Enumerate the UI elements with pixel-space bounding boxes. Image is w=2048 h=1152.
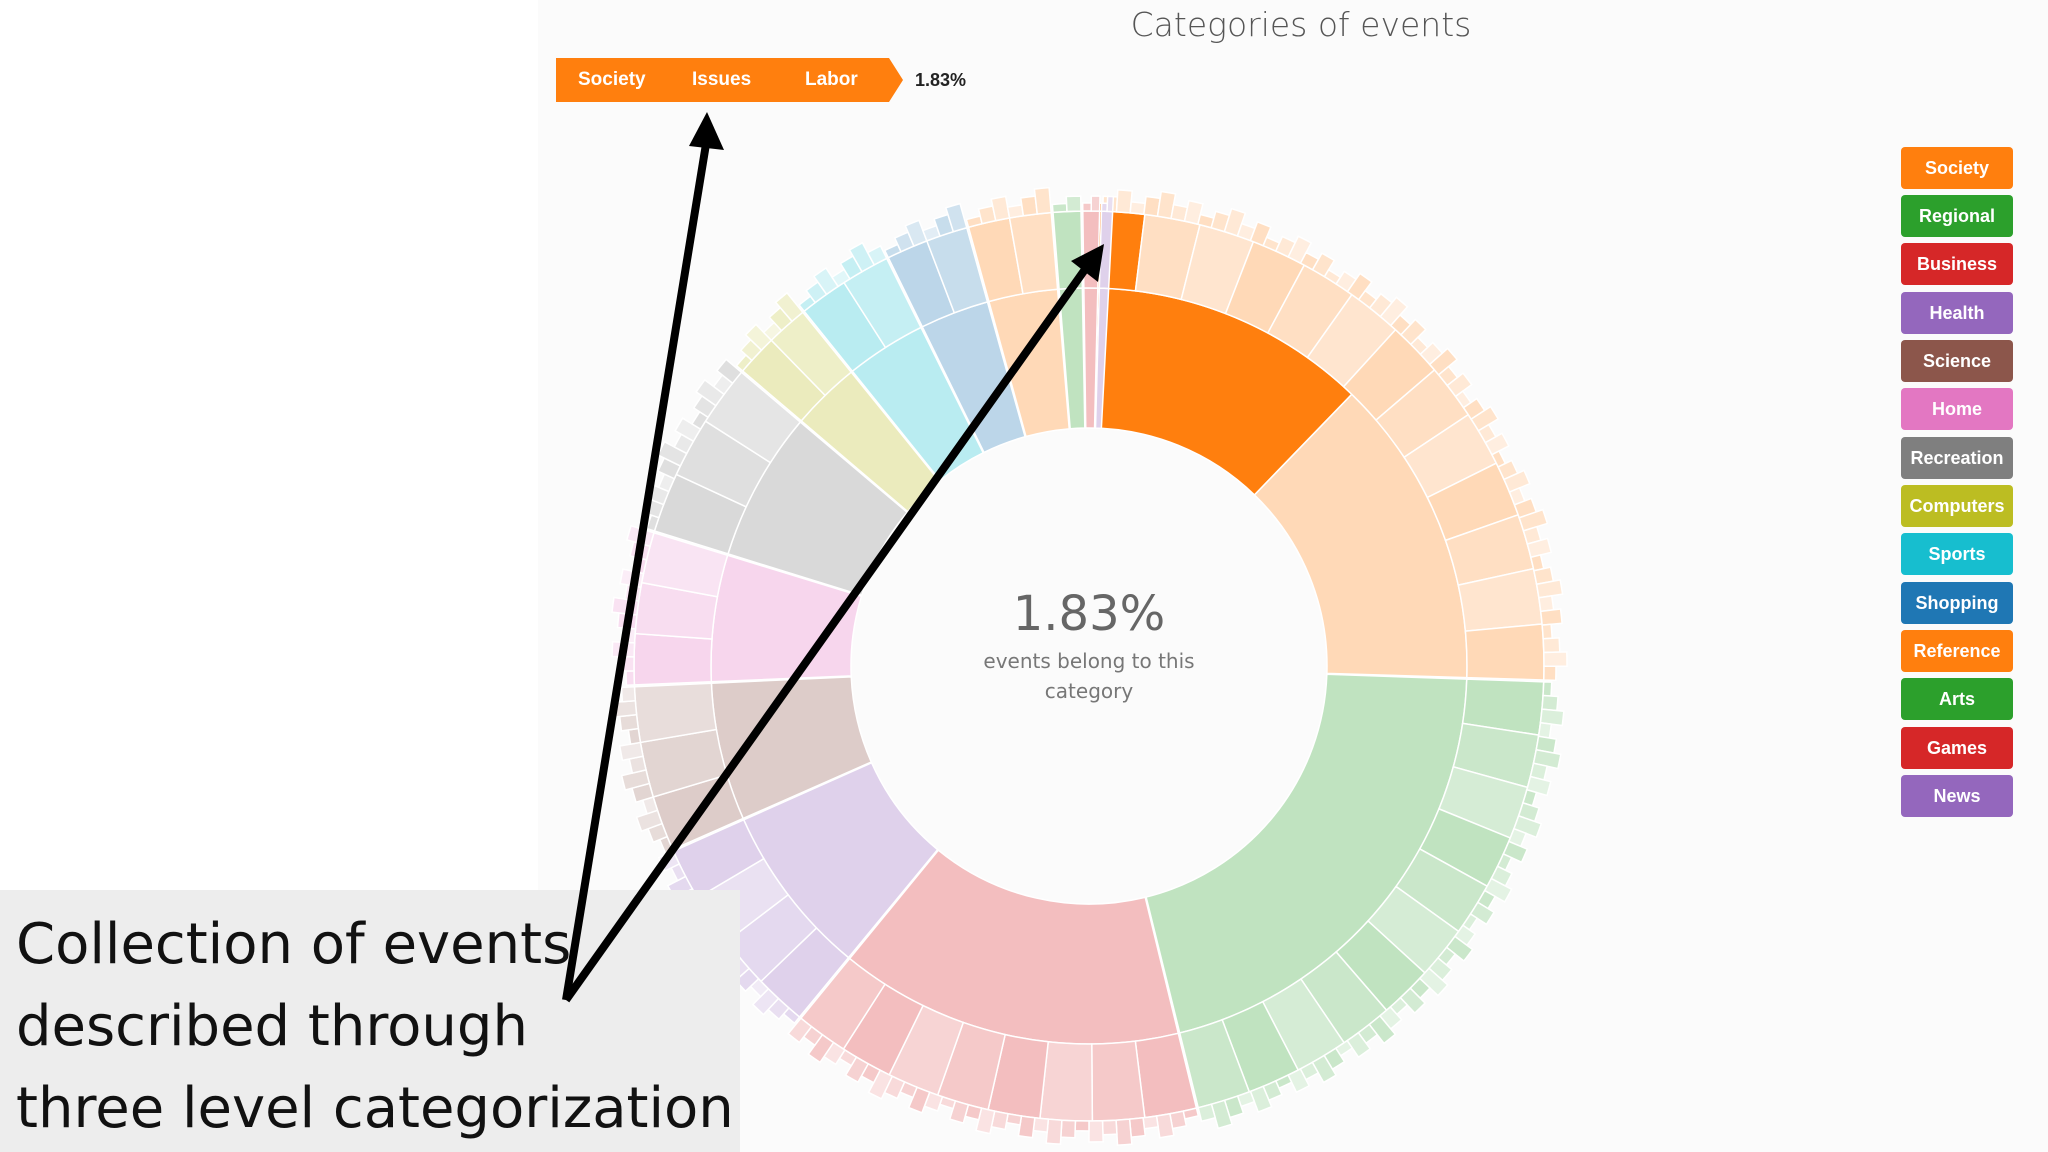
arc-science-l3[interactable]	[610, 699, 638, 719]
arc-home-l3[interactable]	[622, 627, 637, 644]
arc-regional-l3[interactable]	[1541, 694, 1559, 712]
breadcrumb-society[interactable]: Society	[556, 58, 686, 102]
center-caption: events belong to this category	[983, 649, 1195, 703]
arc-home-l3[interactable]	[625, 670, 636, 687]
arc-business-l3[interactable]	[1101, 1119, 1118, 1136]
annotation-text: Collection of events described through t…	[16, 904, 736, 1150]
chart-title: Categories of events	[1130, 5, 1472, 44]
arc-games-l3[interactable]	[1090, 195, 1101, 212]
arc-society-l2[interactable]	[1464, 623, 1545, 681]
breadcrumb-issues[interactable]: Issues	[670, 58, 798, 102]
legend-item-society[interactable]: Society	[1901, 147, 2013, 189]
arc-reference-l3[interactable]	[1019, 195, 1039, 217]
arc-business-l2[interactable]	[1091, 1040, 1146, 1122]
arc-business-l2[interactable]	[1039, 1040, 1094, 1122]
legend-label: Business	[1916, 254, 1998, 274]
arc-society-l3[interactable]	[1543, 665, 1557, 682]
arc-home-l2[interactable]	[633, 632, 713, 686]
legend-label: Sports	[1928, 544, 1986, 564]
legend-label: Home	[1931, 399, 1982, 419]
arc-society-l3[interactable]	[1541, 623, 1553, 640]
breadcrumb-percentage: 1.83%	[915, 70, 967, 90]
legend-item-shopping[interactable]: Shopping	[1901, 582, 2013, 624]
arc-business-l3[interactable]	[1074, 1120, 1090, 1132]
legend-label: Regional	[1918, 206, 1995, 226]
annotation-line-3: three level categorization	[16, 1076, 734, 1141]
annotation-line-2: described through	[16, 994, 528, 1059]
legend-label: Arts	[1938, 689, 1975, 709]
arc-sports-l3[interactable]	[866, 244, 888, 266]
arc-arts-l3[interactable]	[1065, 195, 1082, 213]
arc-regional-l3[interactable]	[1542, 681, 1553, 697]
arc-business-l3[interactable]	[1128, 1116, 1147, 1138]
legend-item-recreation[interactable]: Recreation	[1901, 437, 2013, 479]
legend-label: Computers	[1909, 496, 2005, 516]
legend-item-games[interactable]: Games	[1901, 727, 2013, 769]
arc-business-l3[interactable]	[1060, 1119, 1077, 1139]
legend-item-arts[interactable]: Arts	[1901, 678, 2013, 720]
arc-society-l3[interactable]	[1538, 594, 1555, 613]
arc-business-l3[interactable]	[1032, 1116, 1050, 1133]
legend-label: News	[1933, 786, 1981, 806]
legend-item-science[interactable]: Science	[1901, 340, 2013, 382]
annotation-line-1: Collection of events	[16, 912, 572, 977]
arc-society-l3[interactable]	[1542, 637, 1561, 654]
arc-arts-l2[interactable]	[1052, 210, 1084, 290]
arc-home-l3[interactable]	[611, 640, 636, 658]
arc-business-l3[interactable]	[787, 1017, 813, 1044]
arc-business-l3[interactable]	[1155, 1112, 1175, 1139]
arc-reference-l3[interactable]	[1006, 204, 1025, 219]
arc-business-l3[interactable]	[1115, 1118, 1133, 1146]
arc-science-l3[interactable]	[618, 713, 640, 732]
arc-business-l3[interactable]	[1088, 1120, 1104, 1143]
center-percentage: 1.83%	[1012, 586, 1166, 642]
legend-label: Games	[1926, 738, 1988, 758]
legend-item-home[interactable]: Home	[1901, 388, 2013, 430]
legend-label: Reference	[1913, 641, 2001, 661]
arc-business-l3[interactable]	[1142, 1115, 1160, 1130]
legend-label: Science	[1922, 351, 1992, 371]
arc-science-l3[interactable]	[620, 685, 637, 703]
arc-home-l3[interactable]	[618, 655, 635, 672]
legend-item-reference[interactable]: Reference	[1901, 630, 2013, 672]
legend-label: Society	[1924, 158, 1990, 178]
arc-science-l3[interactable]	[627, 727, 642, 745]
legend-label: Recreation	[1910, 448, 2004, 468]
arc-regional-l3[interactable]	[1537, 721, 1553, 739]
arc-society-l3[interactable]	[1543, 651, 1568, 668]
legend-label: Health	[1929, 303, 1985, 323]
arc-regional-l3[interactable]	[1197, 1103, 1217, 1123]
legend-item-sports[interactable]: Sports	[1901, 533, 2013, 575]
arc-arts-l3[interactable]	[1051, 202, 1068, 214]
breadcrumb-labor[interactable]: Labor	[783, 58, 903, 102]
arc-society-l3[interactable]	[1129, 201, 1147, 216]
arc-games-l2[interactable]	[1082, 210, 1101, 289]
arc-shopping-l3[interactable]	[944, 202, 968, 233]
legend-item-regional[interactable]: Regional	[1901, 195, 2013, 237]
legend-label: Shopping	[1915, 593, 1999, 613]
arc-reference-l3[interactable]	[1033, 186, 1052, 215]
arc-games-l3[interactable]	[1081, 202, 1093, 212]
legend-item-news[interactable]: News	[1901, 775, 2013, 817]
legend-item-business[interactable]: Business	[1901, 243, 2013, 285]
arc-news-l3[interactable]	[1106, 195, 1115, 213]
legend-item-computers[interactable]: Computers	[1901, 485, 2013, 527]
arc-business-l3[interactable]	[1005, 1112, 1023, 1126]
legend-item-health[interactable]: Health	[1901, 292, 2013, 334]
arc-society-l3[interactable]	[1539, 608, 1563, 626]
